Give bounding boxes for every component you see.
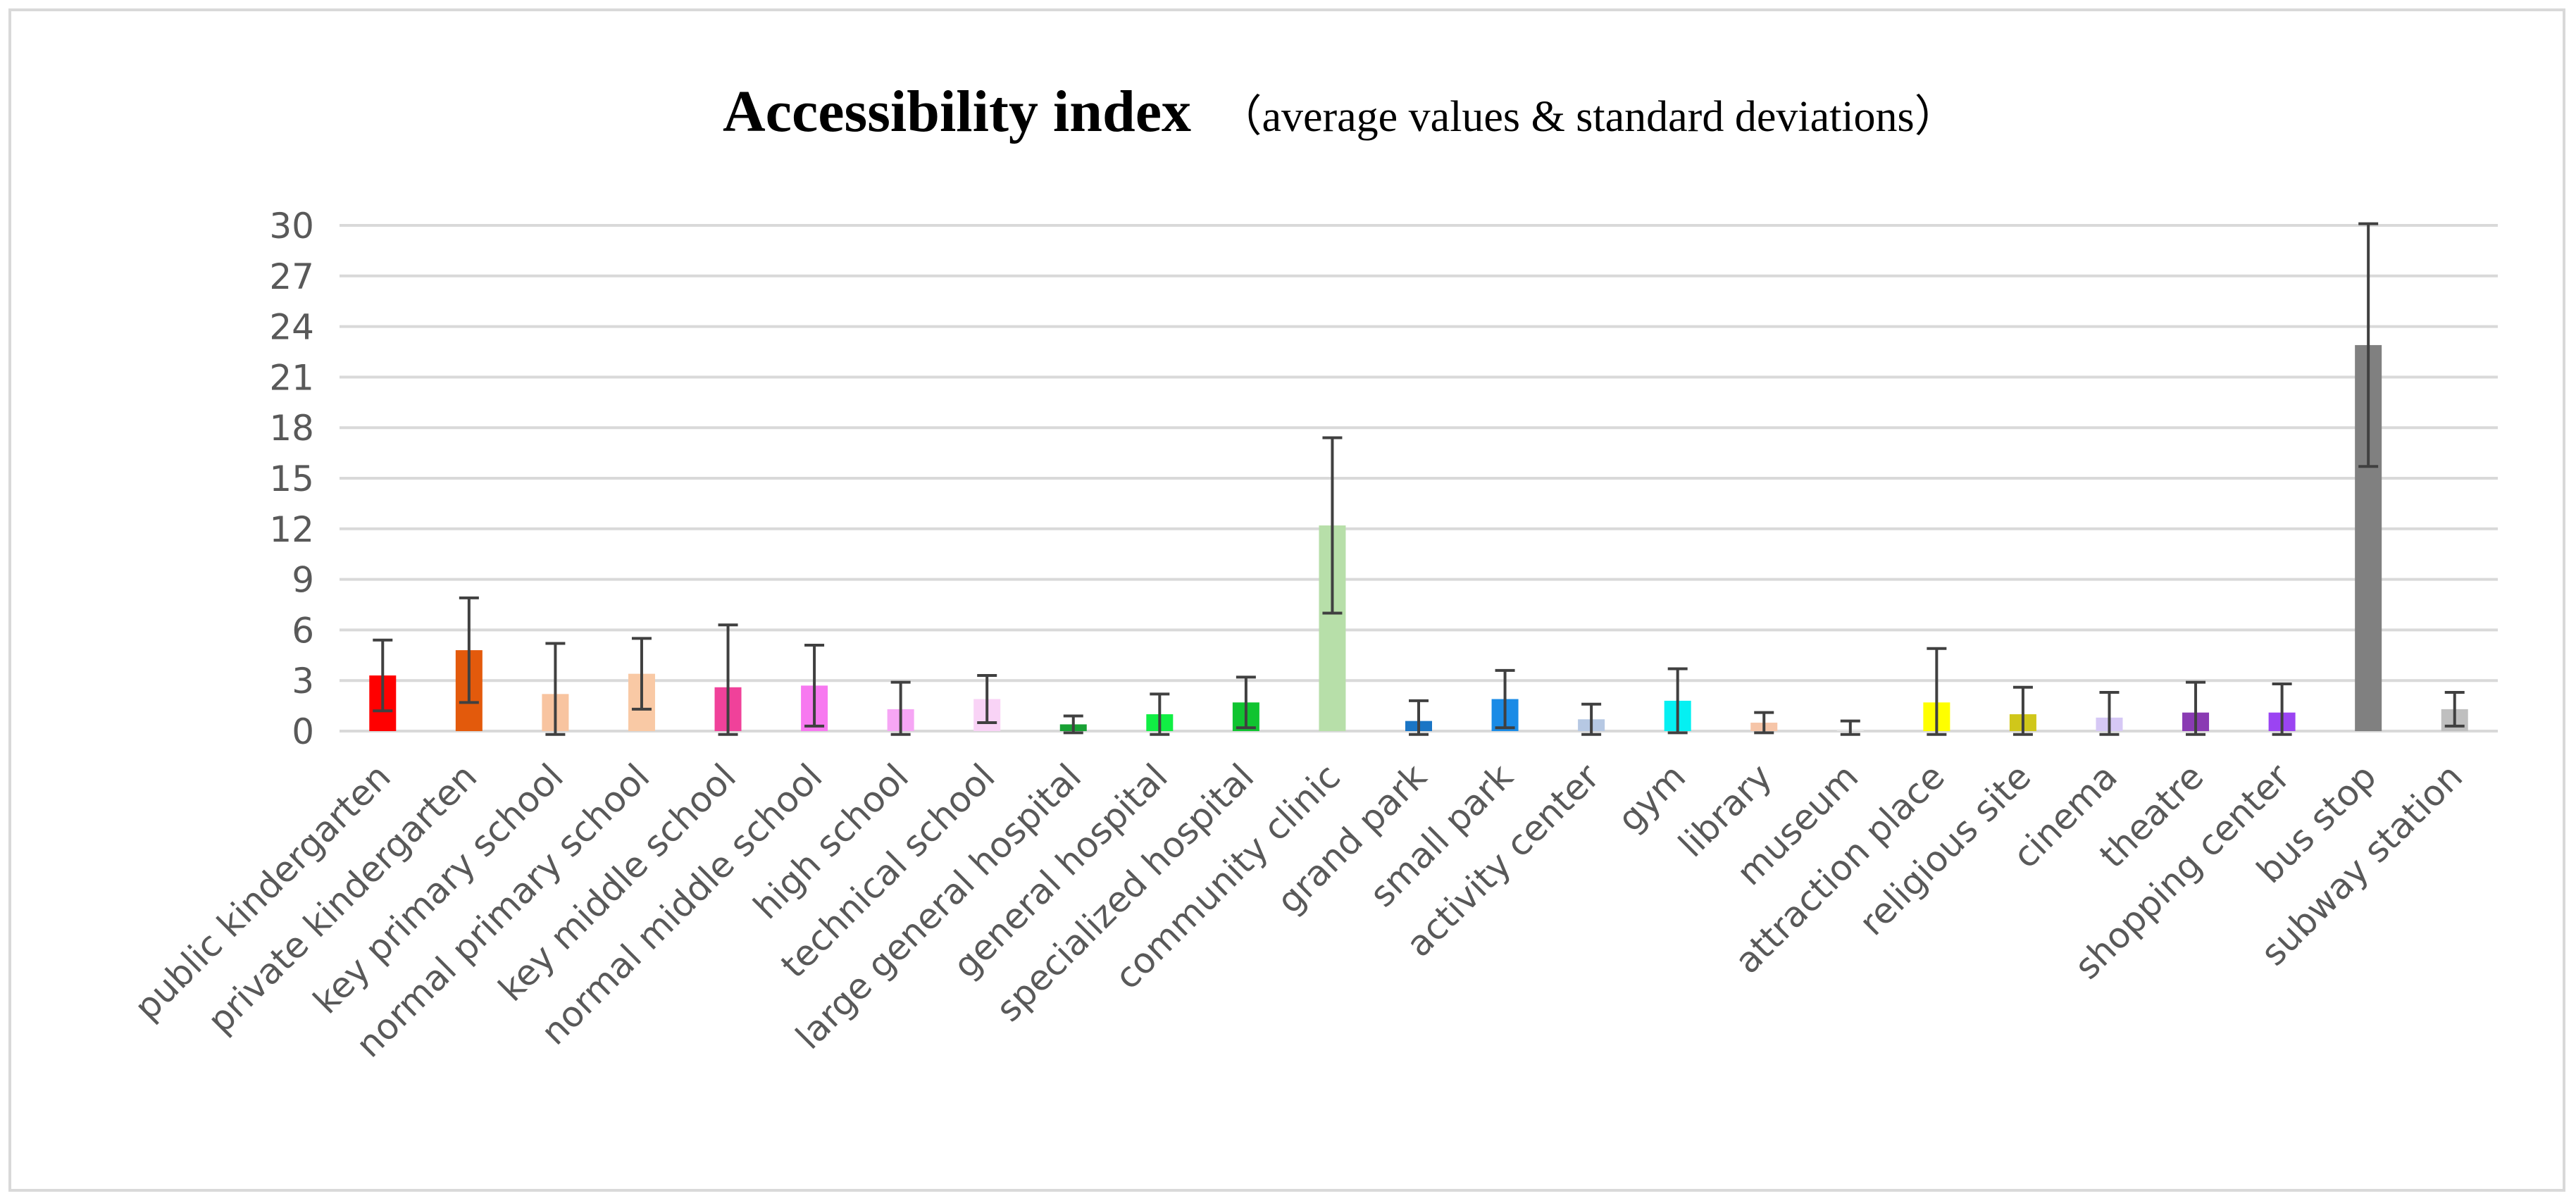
- error-bar: [1581, 702, 1602, 736]
- y-tick-label: 27: [269, 256, 314, 297]
- y-axis: 0 3 6 9 12 15 18 21 24 27 30: [269, 206, 314, 752]
- y-tick-label: 9: [292, 560, 314, 601]
- error-bar: [2099, 690, 2120, 736]
- y-tick-label: 18: [269, 408, 314, 449]
- error-bars: [373, 222, 2465, 736]
- y-tick-label: 24: [269, 307, 314, 348]
- y-tick-label: 12: [269, 509, 314, 550]
- y-tick-label: 15: [269, 459, 314, 499]
- y-tick-label: 0: [292, 711, 314, 752]
- error-bar: [1409, 699, 1429, 736]
- error-bar: [1754, 711, 1774, 735]
- grid-lines: [340, 224, 2498, 733]
- error-bar: [1236, 675, 1256, 730]
- error-bar: [2358, 222, 2379, 468]
- error-bar: [631, 637, 652, 711]
- error-bar: [1667, 667, 1688, 735]
- chart-subtitle: （average values & standard deviations）: [1218, 93, 1958, 141]
- error-bar: [1927, 647, 1947, 736]
- error-bar: [373, 638, 393, 713]
- y-tick-label: 21: [269, 357, 314, 398]
- y-tick-label: 30: [269, 206, 314, 247]
- error-bar: [2272, 682, 2292, 736]
- error-bar: [2186, 680, 2206, 736]
- error-bar: [2444, 690, 2465, 728]
- chart-title: Accessibility index （average values & st…: [723, 79, 1958, 144]
- error-bar: [1495, 668, 1515, 730]
- error-bar: [804, 643, 825, 728]
- error-bar: [2012, 685, 2033, 736]
- error-bar: [1840, 719, 1860, 736]
- y-tick-label: 3: [292, 661, 314, 702]
- error-bar: [1063, 714, 1083, 735]
- chart-title-main: Accessibility index: [723, 79, 1191, 144]
- bar-chart: Accessibility index （average values & st…: [127, 79, 2498, 1066]
- chart-frame: Accessibility index （average values & st…: [8, 8, 2565, 1192]
- error-bar: [977, 674, 997, 725]
- error-bar: [545, 642, 566, 736]
- bars: [369, 344, 2468, 732]
- error-bar: [890, 680, 911, 736]
- error-bar: [718, 623, 738, 736]
- y-tick-label: 6: [292, 610, 314, 651]
- error-bar: [459, 596, 479, 704]
- error-bar: [1322, 436, 1343, 615]
- error-bar: [1150, 692, 1170, 736]
